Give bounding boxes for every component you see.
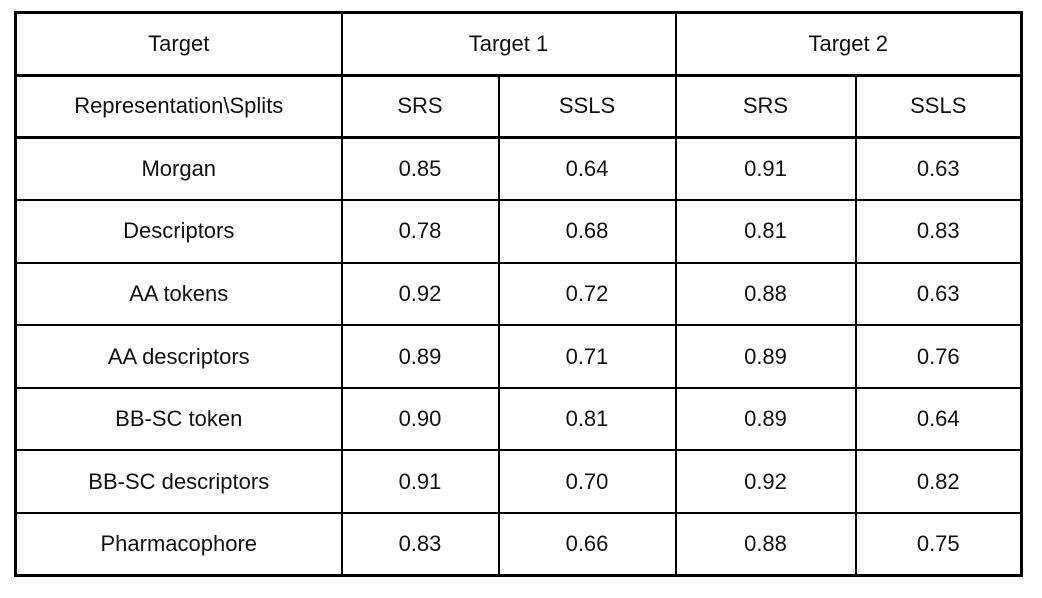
results-table: Target Target 1 Target 2 Representation\… xyxy=(14,11,1023,577)
value-cell: 0.90 xyxy=(340,386,500,452)
value-cell: 0.89 xyxy=(340,324,500,389)
row-label: BB-SC token xyxy=(14,386,343,452)
value-cell: 0.88 xyxy=(674,511,857,577)
table-row-bb-sc-descriptors: BB-SC descriptors 0.91 0.70 0.92 0.82 xyxy=(14,449,1023,514)
value-cell: 0.64 xyxy=(497,136,677,202)
subheader-target2-ssls: SSLS xyxy=(854,74,1023,140)
row-label: Descriptors xyxy=(14,199,343,264)
subheader-target2-srs: SRS xyxy=(674,74,857,140)
value-cell: 0.75 xyxy=(854,511,1023,577)
value-cell: 0.78 xyxy=(340,199,500,264)
table-row-pharmacophore: Pharmacophore 0.83 0.66 0.88 0.75 xyxy=(14,511,1023,577)
value-cell: 0.92 xyxy=(340,261,500,327)
row-label: AA descriptors xyxy=(14,324,343,389)
subheader-target1-srs: SRS xyxy=(340,74,500,140)
value-cell: 0.83 xyxy=(340,511,500,577)
table-row-descriptors: Descriptors 0.78 0.68 0.81 0.83 xyxy=(14,199,1023,264)
value-cell: 0.89 xyxy=(674,386,857,452)
subheader-target1-ssls: SSLS xyxy=(497,74,677,140)
row-label: BB-SC descriptors xyxy=(14,449,343,514)
value-cell: 0.88 xyxy=(674,261,857,327)
value-cell: 0.63 xyxy=(854,136,1023,202)
value-cell: 0.76 xyxy=(854,324,1023,389)
value-cell: 0.64 xyxy=(854,386,1023,452)
table-row-morgan: Morgan 0.85 0.64 0.91 0.63 xyxy=(14,136,1023,202)
subheader-representation-splits: Representation\Splits xyxy=(14,74,343,140)
value-cell: 0.91 xyxy=(674,136,857,202)
header-target-2: Target 2 xyxy=(674,11,1023,77)
value-cell: 0.82 xyxy=(854,449,1023,514)
value-cell: 0.66 xyxy=(497,511,677,577)
value-cell: 0.92 xyxy=(674,449,857,514)
table-row-aa-descriptors: AA descriptors 0.89 0.71 0.89 0.76 xyxy=(14,324,1023,389)
value-cell: 0.89 xyxy=(674,324,857,389)
value-cell: 0.71 xyxy=(497,324,677,389)
value-cell: 0.81 xyxy=(674,199,857,264)
header-target-1: Target 1 xyxy=(340,11,677,77)
row-label: AA tokens xyxy=(14,261,343,327)
header-target: Target xyxy=(14,11,343,77)
value-cell: 0.70 xyxy=(497,449,677,514)
value-cell: 0.85 xyxy=(340,136,500,202)
subheader-row: Representation\Splits SRS SSLS SRS SSLS xyxy=(14,74,1023,140)
row-label: Morgan xyxy=(14,136,343,202)
value-cell: 0.72 xyxy=(497,261,677,327)
value-cell: 0.63 xyxy=(854,261,1023,327)
value-cell: 0.91 xyxy=(340,449,500,514)
table-row-aa-tokens: AA tokens 0.92 0.72 0.88 0.63 xyxy=(14,261,1023,327)
value-cell: 0.81 xyxy=(497,386,677,452)
header-row: Target Target 1 Target 2 xyxy=(14,11,1023,77)
table-row-bb-sc-token: BB-SC token 0.90 0.81 0.89 0.64 xyxy=(14,386,1023,452)
value-cell: 0.83 xyxy=(854,199,1023,264)
value-cell: 0.68 xyxy=(497,199,677,264)
row-label: Pharmacophore xyxy=(14,511,343,577)
